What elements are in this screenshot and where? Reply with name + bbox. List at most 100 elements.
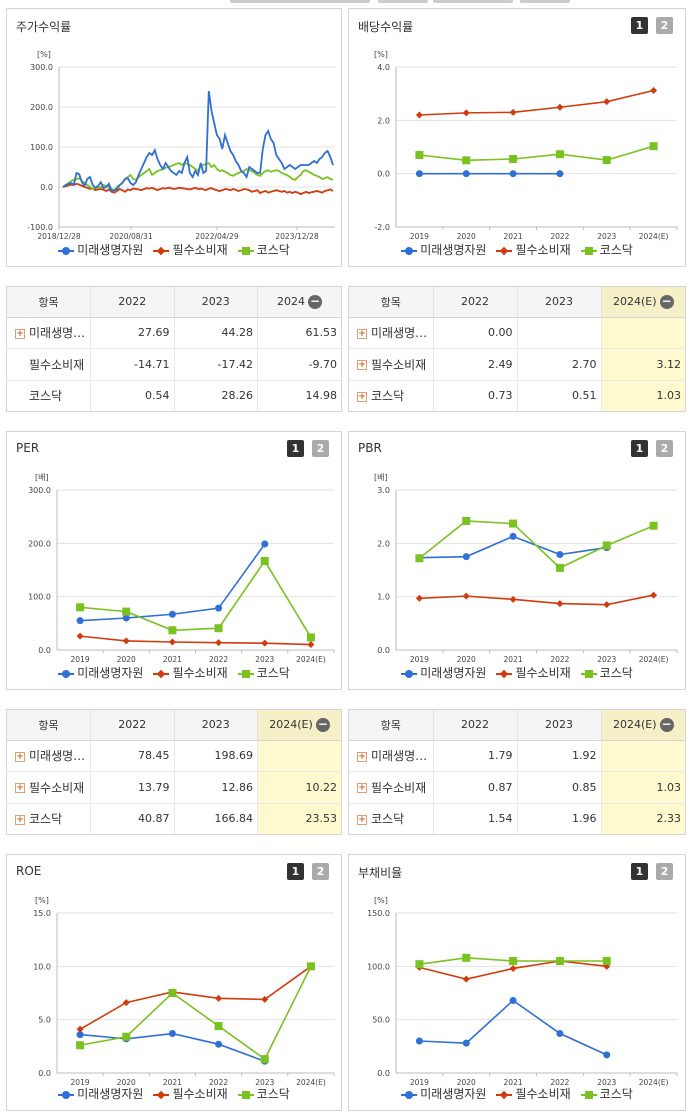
y-tick-label: 0.0 <box>38 1069 51 1078</box>
top-tab-4[interactable] <box>520 0 570 3</box>
legend-item[interactable]: 필수소비재 <box>496 664 571 681</box>
view-2-button[interactable]: 2 <box>656 17 673 34</box>
expand-icon[interactable]: + <box>357 783 367 794</box>
series-line <box>419 89 654 116</box>
data-point <box>556 600 564 608</box>
legend-item[interactable]: 미래생명자원 <box>58 1085 143 1102</box>
series-2 <box>76 557 315 642</box>
data-point <box>415 554 424 563</box>
data-point <box>462 156 471 165</box>
expand-icon[interactable]: + <box>15 328 25 339</box>
legend-item[interactable]: 코스닥 <box>237 241 290 258</box>
pbr-chart: [배] 3.0 2.0 1.0 0.0 2019 2020 2021 2022 2023 2024(… <box>374 473 678 664</box>
data-point <box>76 617 84 625</box>
legend-item[interactable]: 필수소비재 <box>153 664 228 681</box>
view-2-button[interactable]: 2 <box>656 440 673 457</box>
table-cell: 12.86 <box>174 771 258 804</box>
x-tick-label: 2020 <box>457 232 476 241</box>
legend-item[interactable]: 미래생명자원 <box>58 241 143 258</box>
legend-item[interactable]: 미래생명자원 <box>401 241 486 258</box>
expand-icon[interactable]: + <box>357 360 367 371</box>
view-1-button[interactable]: 1 <box>287 440 304 457</box>
view-2-button[interactable]: 2 <box>656 863 673 880</box>
top-tab-2[interactable] <box>378 0 428 3</box>
view-2-button[interactable]: 2 <box>312 440 329 457</box>
panel-title: ROE <box>16 864 42 878</box>
series-1 <box>76 632 315 649</box>
top-tab-1[interactable] <box>230 0 370 3</box>
legend-item[interactable]: 코스닥 <box>237 1085 290 1102</box>
data-point <box>122 614 130 622</box>
table-row: + 필수소비재 13.79 12.86 10.22 <box>7 771 341 804</box>
view-1-button[interactable]: 1 <box>287 863 304 880</box>
debt-ratio-chart: [%] 150.0 100.0 50.0 0.0 2019 2020 2021 2022 2023… <box>367 896 678 1087</box>
expand-icon[interactable]: + <box>357 328 367 339</box>
legend-item[interactable]: 미래생명자원 <box>401 664 486 681</box>
view-2-button[interactable]: 2 <box>312 863 329 880</box>
data-point <box>306 633 315 642</box>
legend-item[interactable]: 필수소비재 <box>496 241 571 258</box>
data-point <box>555 563 564 572</box>
table-cell: 1.79 <box>433 740 518 773</box>
legend-item[interactable]: 필수소비재 <box>496 1085 571 1102</box>
data-point <box>462 553 470 561</box>
column-header: 항목 <box>7 710 91 741</box>
series-line <box>80 635 311 646</box>
x-tick-label: 2022 <box>550 1078 569 1087</box>
data-point <box>603 1051 611 1059</box>
legend-label: 코스닥 <box>599 243 633 257</box>
view-1-button[interactable]: 1 <box>631 863 648 880</box>
chart-legend: 미래생명자원 필수소비재 코스닥 <box>349 1085 685 1102</box>
collapse-icon[interactable]: − <box>659 716 674 732</box>
legend-item[interactable]: 코스닥 <box>580 1085 633 1102</box>
table-cell: 3.12 <box>601 348 685 381</box>
legend-marker <box>496 669 513 679</box>
series-1 <box>76 962 315 1033</box>
legend-item[interactable]: 필수소비재 <box>153 1085 228 1102</box>
collapse-icon[interactable]: − <box>659 293 674 309</box>
column-header: 항목 <box>349 287 434 318</box>
expand-icon[interactable]: + <box>357 814 367 825</box>
x-tick-label: 2020/08/31 <box>109 232 152 241</box>
row-label: 코스닥 <box>7 380 91 411</box>
expand-icon[interactable]: + <box>357 391 367 402</box>
expand-icon[interactable]: + <box>15 814 25 825</box>
data-point <box>306 962 315 971</box>
table-cell: -14.71 <box>90 348 175 381</box>
legend-item[interactable]: 미래생명자원 <box>58 664 143 681</box>
legend-item[interactable]: 코스닥 <box>580 241 633 258</box>
table-cell: 28.26 <box>174 380 258 411</box>
legend-item[interactable]: 미래생명자원 <box>401 1085 486 1102</box>
table-cell: 2.33 <box>601 803 685 834</box>
data-point <box>509 170 517 178</box>
expand-icon[interactable]: + <box>15 751 25 762</box>
expand-icon[interactable]: + <box>15 783 25 794</box>
legend-item[interactable]: 필수소비재 <box>153 241 228 258</box>
collapse-icon[interactable]: − <box>308 293 322 309</box>
legend-label: 미래생명자원 <box>77 1087 144 1101</box>
x-tick-label: 2024(E) <box>639 1078 669 1087</box>
row-label: 필수소비재 <box>7 348 91 381</box>
view-1-button[interactable]: 1 <box>631 17 648 34</box>
dividend-yield-panel: 배당수익률 1 2 [%] 4.0 2.0 0.0 -2.0 2019 2020 2021 20… <box>348 8 686 267</box>
table-cell: 61.53 <box>257 317 341 350</box>
series-1 <box>415 591 658 609</box>
row-label: + 필수소비재 <box>349 348 434 381</box>
x-tick-label: 2023 <box>255 655 274 664</box>
x-tick-label: 2022 <box>209 655 228 664</box>
legend-item[interactable]: 코스닥 <box>580 664 633 681</box>
legend-marker <box>580 669 597 679</box>
column-header: 항목 <box>7 287 91 318</box>
collapse-icon[interactable]: − <box>315 716 330 732</box>
y-tick-label: 5.0 <box>38 1016 51 1025</box>
y-tick-label: 100.0 <box>28 593 51 602</box>
view-1-button[interactable]: 1 <box>631 440 648 457</box>
series-line <box>419 594 654 606</box>
x-tick-label: 2024(E) <box>296 1078 326 1087</box>
y-tick-label: 100.0 <box>367 962 390 971</box>
data-point <box>415 1037 423 1045</box>
top-tab-3[interactable] <box>433 0 513 3</box>
legend-item[interactable]: 코스닥 <box>237 664 290 681</box>
table-row: + 미래생명… 27.69 44.28 61.53 <box>7 317 341 350</box>
expand-icon[interactable]: + <box>357 751 367 762</box>
